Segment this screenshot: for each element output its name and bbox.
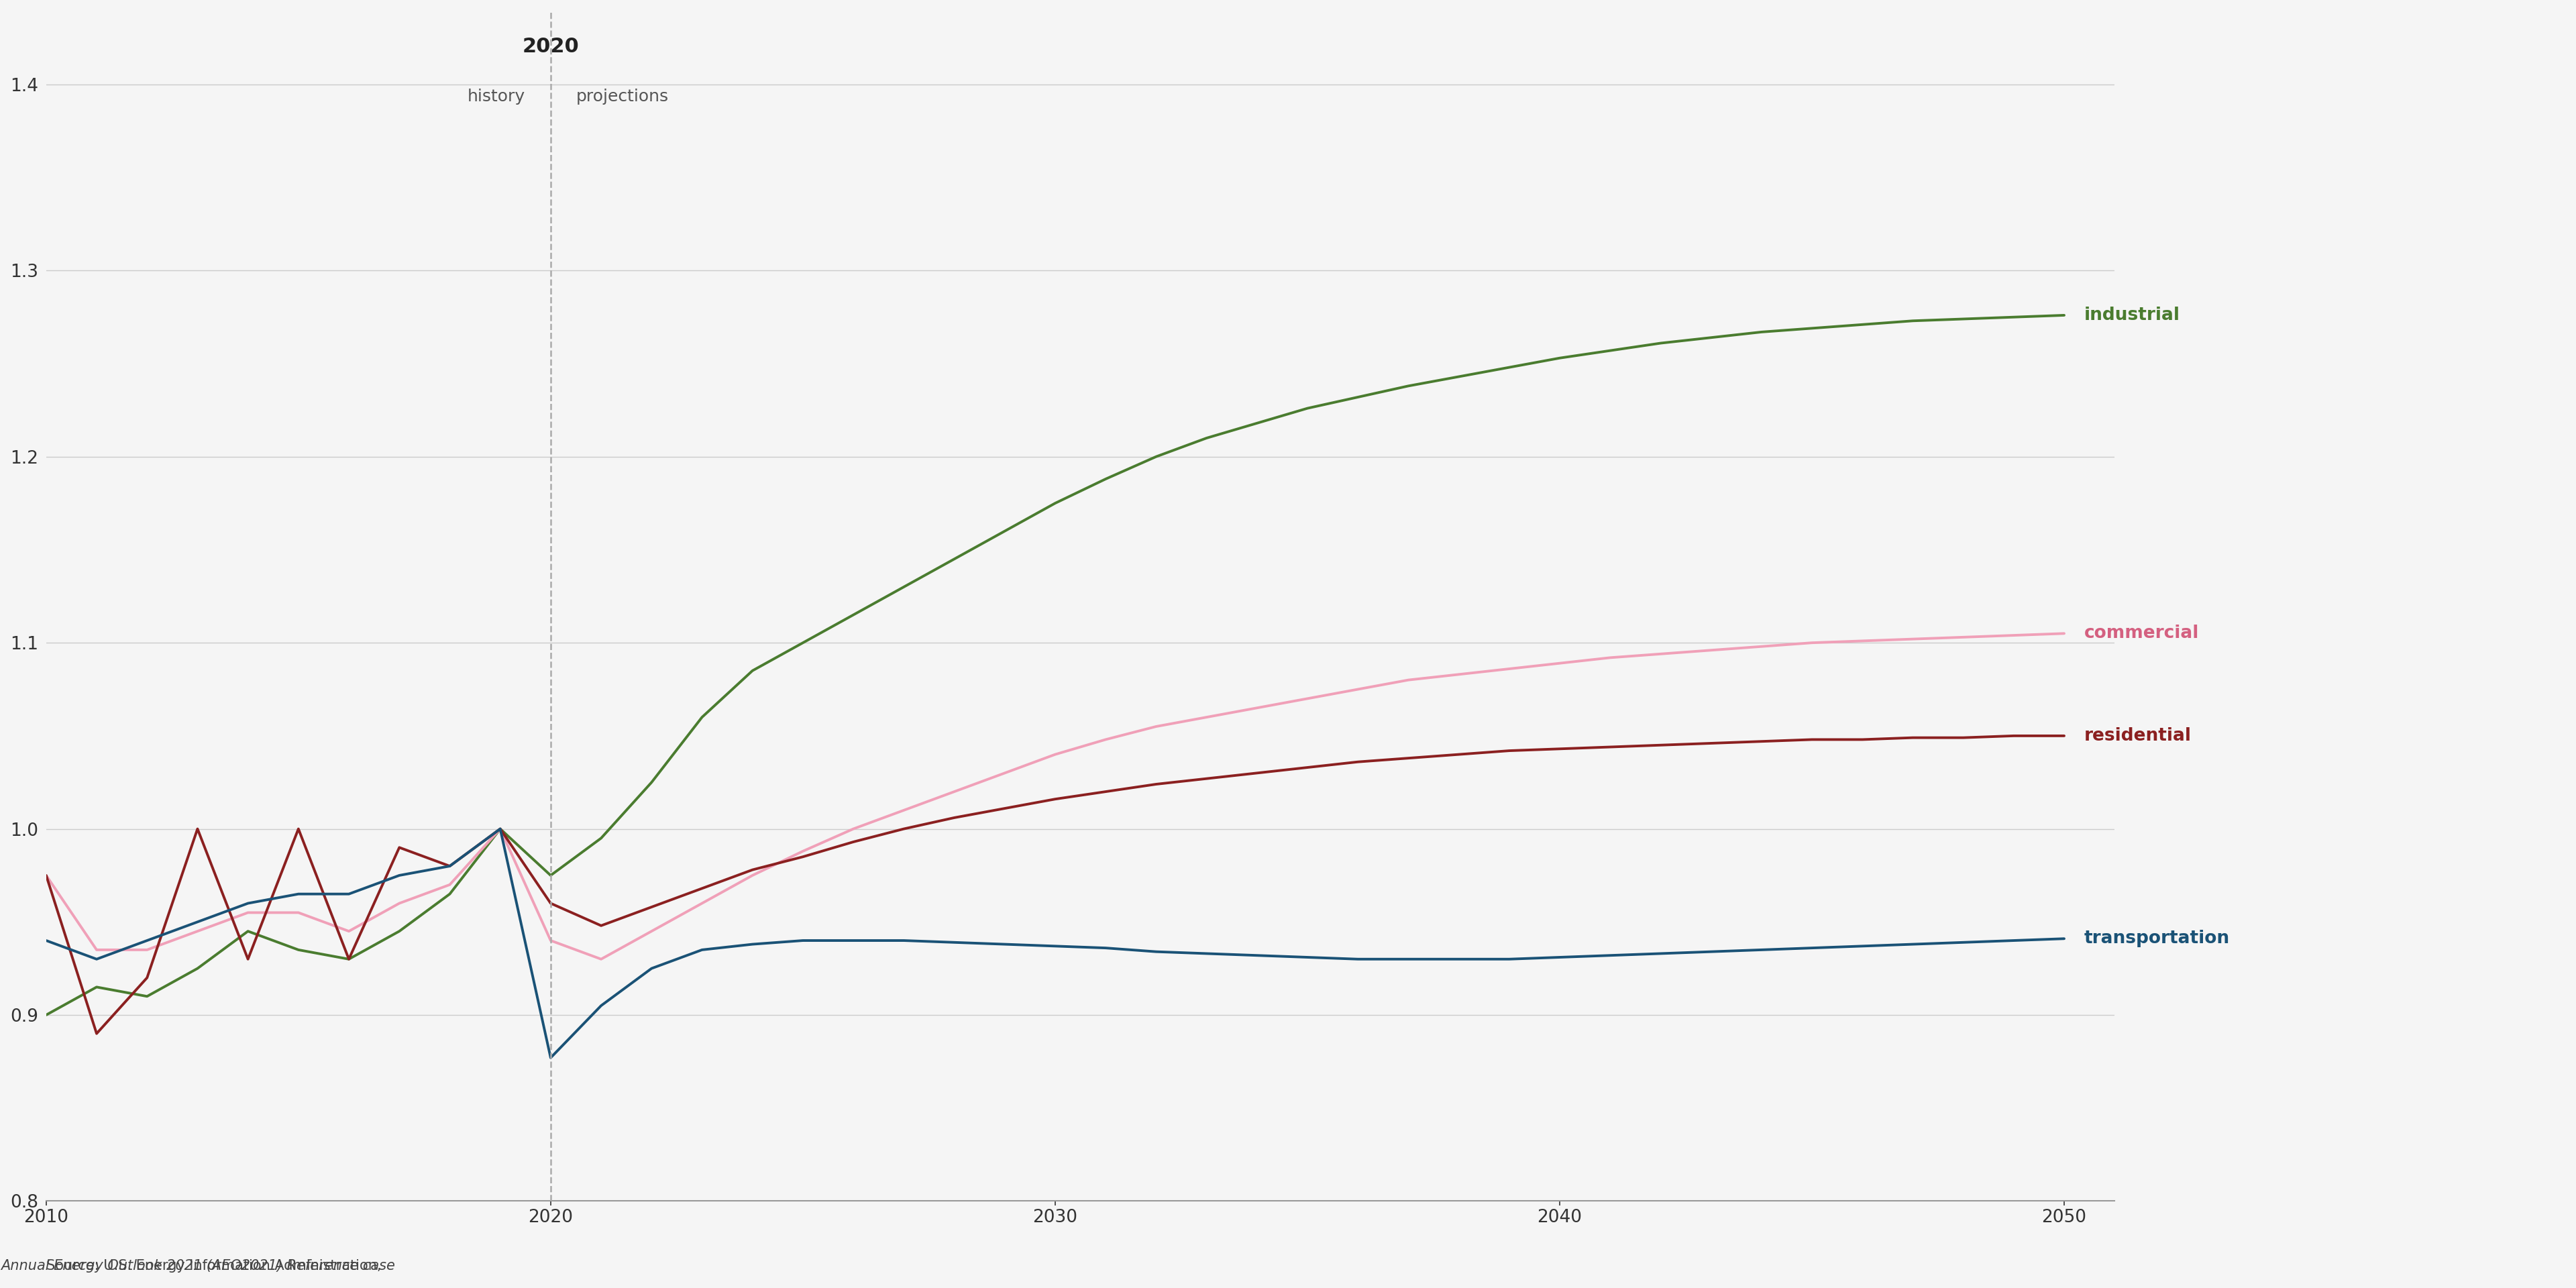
Text: transportation: transportation — [2084, 930, 2231, 948]
Text: projections: projections — [577, 88, 670, 104]
Text: industrial: industrial — [2084, 307, 2179, 325]
Text: residential: residential — [2084, 728, 2192, 744]
Text: Annual Energy Outlook 2021 (AEO2021) Reference case: Annual Energy Outlook 2021 (AEO2021) Ref… — [0, 1260, 394, 1273]
Text: Source: U.S. Energy Information Administration,: Source: U.S. Energy Information Administ… — [46, 1260, 386, 1273]
Text: history: history — [469, 88, 526, 104]
Text: commercial: commercial — [2084, 625, 2200, 643]
Text: 2020: 2020 — [523, 37, 580, 57]
